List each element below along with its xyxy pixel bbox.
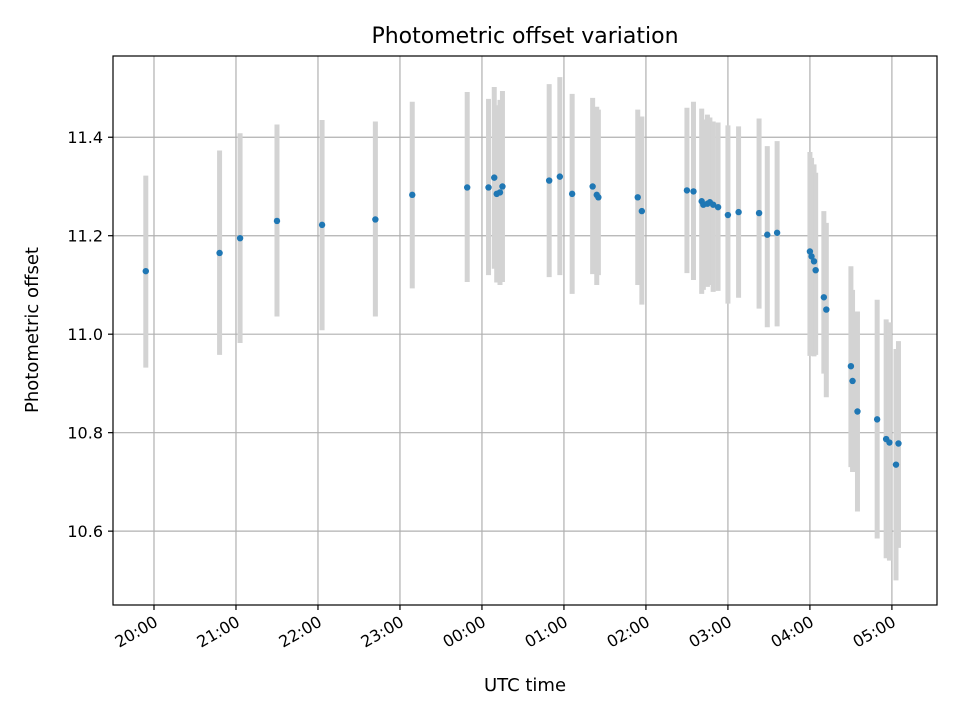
data-point	[735, 208, 742, 216]
data-point	[773, 229, 781, 236]
data-point	[895, 440, 902, 447]
data-point	[764, 231, 771, 238]
data-point	[886, 439, 893, 446]
data-point	[820, 294, 828, 301]
y-axis-label: Photometric offset	[22, 247, 43, 413]
data-point	[372, 216, 379, 223]
data-point	[724, 211, 732, 219]
data-point	[808, 253, 815, 260]
data-point	[873, 416, 881, 423]
y-tick-label: 11.4	[67, 128, 103, 147]
data-point	[589, 183, 596, 190]
data-point	[568, 190, 576, 198]
data-point	[690, 188, 697, 195]
data-point	[556, 173, 564, 180]
y-tick-label: 11.2	[67, 227, 103, 246]
data-point	[847, 362, 855, 370]
data-point	[806, 248, 814, 255]
data-point	[849, 377, 856, 385]
data-point	[634, 194, 641, 201]
data-point	[409, 191, 416, 199]
data-point	[714, 203, 722, 211]
data-point	[812, 266, 819, 274]
data-point	[491, 174, 498, 181]
data-point	[499, 183, 506, 190]
data-point	[142, 267, 149, 275]
data-point	[318, 221, 326, 229]
data-point	[709, 201, 717, 208]
data-point	[273, 217, 281, 225]
plot-frame	[112, 55, 938, 606]
data-point	[823, 306, 830, 313]
chart-title: Photometric offset variation	[371, 24, 678, 49]
data-point	[545, 177, 553, 184]
data-point	[485, 184, 492, 191]
data-point	[683, 187, 691, 194]
data-point	[638, 207, 646, 215]
y-tick-label: 10.6	[67, 522, 103, 541]
data-point	[463, 184, 471, 191]
data-point	[216, 249, 223, 257]
x-axis-label: UTC time	[484, 675, 566, 696]
data-point	[755, 209, 763, 217]
data-point	[810, 258, 818, 265]
data-point	[854, 408, 861, 415]
data-point	[595, 194, 602, 201]
y-tick-label: 11.0	[67, 325, 103, 344]
data-point	[236, 234, 244, 242]
data-point	[892, 461, 900, 468]
data-points	[142, 173, 902, 468]
data-point	[496, 189, 504, 196]
y-tick-label: 10.8	[67, 424, 103, 443]
